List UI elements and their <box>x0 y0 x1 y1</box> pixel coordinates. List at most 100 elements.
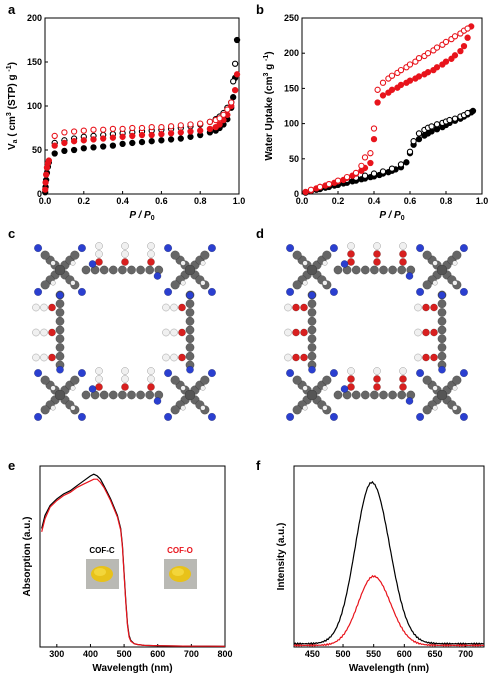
chart-b-ylabel-part: g <box>264 61 275 73</box>
hydrogen-atom <box>322 405 328 411</box>
hydrogen-atom <box>180 280 186 286</box>
carbon-atom <box>360 265 370 275</box>
panel-letter-a: a <box>8 2 16 17</box>
oxygen-atom <box>300 328 308 337</box>
chart-a-point-red-filled <box>100 135 107 142</box>
chart-b-point-red-open <box>451 33 459 40</box>
chart-e-legend-cof-c: COF-C <box>89 546 115 555</box>
chart-a-ylabel: Va ( cm3 (STP) g -1) <box>6 62 19 150</box>
carbon-atom <box>307 308 317 317</box>
chart-a-point-red-open <box>187 121 194 128</box>
chart-a-point-red-filled <box>42 179 49 186</box>
hydrogen-atom <box>432 260 438 266</box>
nitrogen-atom <box>34 287 43 296</box>
oxygen-atom <box>347 250 355 258</box>
hydrogen-atom <box>147 367 155 375</box>
hydrogen-atom <box>414 328 422 337</box>
chart-a-point-red-filled <box>129 132 136 140</box>
structure-c-cof-c-model <box>32 242 216 421</box>
chart-f-xtick-label: 600 <box>397 649 412 659</box>
nitrogen-atom <box>459 369 468 378</box>
nitrogen-atom <box>34 369 43 378</box>
carbon-atom <box>379 265 388 275</box>
chart-a-point-black-open <box>231 60 239 67</box>
carbon-atom <box>108 265 118 275</box>
oxygen-atom <box>422 328 430 337</box>
nitrogen-atom <box>34 412 43 421</box>
nitrogen-atom <box>329 412 338 421</box>
carbon-atom <box>437 351 447 361</box>
carbon-atom <box>292 280 302 290</box>
chart-a-ytick-label: 200 <box>27 13 42 23</box>
oxygen-atom <box>95 383 103 391</box>
carbon-atom <box>54 264 66 276</box>
chart-b-xtick-label: 0.2 <box>332 196 345 206</box>
carbon-atom <box>307 299 317 309</box>
chart-b-ytick-label: 150 <box>284 83 299 93</box>
hydrogen-atom <box>121 367 129 375</box>
carbon-atom <box>185 308 195 317</box>
carbon-atom <box>369 390 379 400</box>
chart-a-xtick-label: 0.8 <box>194 196 207 206</box>
carbon-atom <box>54 389 66 401</box>
chart-f-xtick-label: 450 <box>305 649 320 659</box>
hydrogen-atom <box>347 367 355 375</box>
chart-b-ytick-label: 100 <box>284 119 299 129</box>
nitrogen-atom <box>56 365 64 374</box>
chart-a-xtick-label: 0.0 <box>39 196 52 206</box>
chart-f-ylabel: Intensity (a.u.) <box>276 523 287 591</box>
hydrogen-atom <box>180 260 186 266</box>
chart-b-point-black-open <box>410 138 417 145</box>
panel-letter-f: f <box>256 458 261 473</box>
chart-a-point-red-filled <box>119 133 126 140</box>
carbon-atom <box>307 343 317 352</box>
carbon-atom <box>307 316 317 326</box>
chart-f-xtick-label: 550 <box>366 649 381 659</box>
chart-b-point-red-open <box>343 173 351 181</box>
carbon-atom <box>437 316 447 326</box>
chart-a-point-red-filled <box>138 131 146 139</box>
chart-a-point-black-filled <box>100 143 107 150</box>
carbon-atom <box>422 250 432 260</box>
hydrogen-atom <box>162 328 170 337</box>
oxygen-atom <box>48 303 56 312</box>
hydrogen-atom <box>40 353 48 362</box>
oxygen-atom <box>399 383 407 391</box>
chart-a-point-red-open <box>148 123 155 131</box>
oxygen-atom <box>178 353 186 362</box>
chart-e-frame <box>39 465 226 648</box>
oxygen-atom <box>121 383 129 391</box>
carbon-atom <box>322 375 332 385</box>
hydrogen-atom <box>322 385 328 391</box>
chart-e-powder-photo-cof-o <box>164 559 197 589</box>
chart-b-point-black-open <box>361 172 369 179</box>
chart-e-xtick-label: 800 <box>217 649 232 659</box>
hydrogen-atom <box>50 260 56 266</box>
oxygen-atom <box>399 258 407 266</box>
chart-a-ytick-label: 150 <box>27 57 42 67</box>
chart-b-point-red-filled <box>374 99 381 106</box>
oxygen-atom <box>422 303 430 312</box>
carbon-atom <box>369 265 379 275</box>
chart-b-point-red-filled <box>388 86 396 93</box>
chart-b-point-red-open <box>361 154 369 161</box>
hydrogen-atom <box>70 260 76 266</box>
carbon-atom <box>185 343 195 352</box>
chart-b-point-red-filled <box>302 188 309 196</box>
chart-b-point-red-open <box>424 50 432 57</box>
carbon-atom <box>40 405 50 415</box>
carbon-atom <box>117 390 127 400</box>
chart-b-ylabel-part: ) <box>264 51 275 54</box>
chart-a-point-red-filled <box>197 127 204 134</box>
nitrogen-atom <box>416 412 425 421</box>
nitrogen-atom <box>340 260 349 268</box>
chart-b-point-black-open <box>406 148 414 155</box>
nitrogen-atom <box>207 244 216 253</box>
nitrogen-atom <box>286 412 295 421</box>
chart-a-ylabel-part: ) <box>7 62 18 65</box>
chart-b-point-red-open <box>379 79 387 86</box>
carbon-atom <box>127 265 136 275</box>
oxygen-atom <box>373 250 381 258</box>
chart-b-point-red-filled <box>460 43 468 50</box>
chart-a-point-red-open <box>167 123 175 130</box>
